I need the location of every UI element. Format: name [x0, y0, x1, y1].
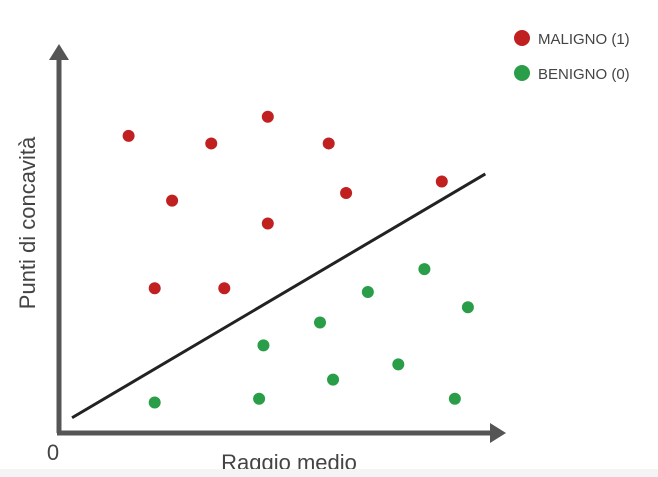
origin-label: 0: [47, 440, 59, 465]
bottom-band: [0, 469, 658, 477]
data-point-maligno-1: [122, 129, 135, 142]
data-point-benigno-8: [148, 396, 161, 409]
legend-label-maligno: MALIGNO (1): [538, 31, 630, 48]
data-point-benigno-6: [392, 358, 405, 371]
legend-label-benigno: BENIGNO (0): [538, 66, 630, 83]
legend-marker-maligno: [514, 30, 530, 46]
data-point-benigno-10: [448, 392, 461, 405]
data-points: [122, 110, 474, 409]
data-point-maligno-2: [205, 137, 218, 150]
data-point-benigno-4: [314, 316, 326, 329]
data-point-benigno-3: [461, 301, 474, 314]
legend-marker-benigno: [514, 65, 530, 81]
data-point-maligno-7: [340, 186, 353, 199]
data-point-maligno-6: [261, 217, 274, 230]
data-point-benigno-2: [361, 286, 374, 299]
x-axis-arrowhead: [490, 423, 506, 443]
data-point-benigno-7: [327, 373, 340, 386]
data-point-maligno-10: [218, 282, 231, 295]
y-axis-label: Punti di concavità: [15, 136, 40, 309]
data-point-maligno-3: [261, 110, 274, 123]
data-point-benigno-5: [257, 339, 270, 352]
y-axis-arrowhead: [49, 44, 69, 60]
data-point-benigno-1: [418, 263, 431, 276]
data-point-maligno-9: [148, 282, 161, 295]
legend: MALIGNO (1) BENIGNO (0): [514, 30, 630, 83]
data-point-maligno-4: [322, 137, 335, 150]
data-point-maligno-8: [435, 175, 448, 188]
data-point-maligno-5: [166, 194, 179, 207]
decision-boundary-line: [71, 172, 487, 420]
data-point-benigno-9: [253, 392, 266, 405]
